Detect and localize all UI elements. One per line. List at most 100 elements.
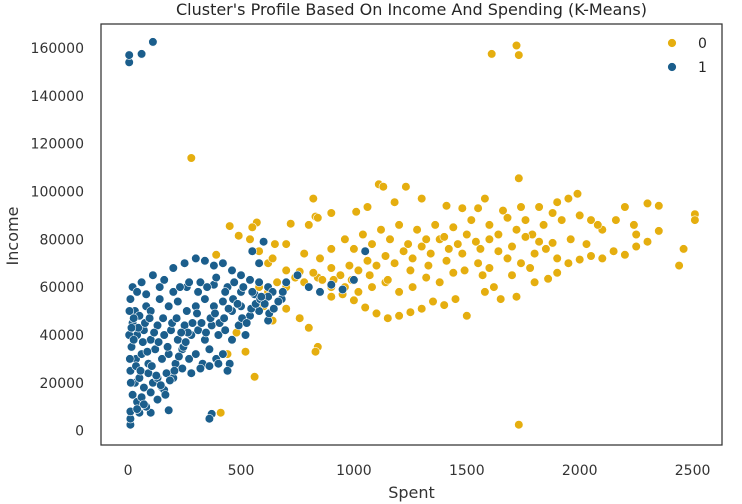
point-0-2 xyxy=(511,40,522,51)
point-0-41 xyxy=(313,213,323,223)
point-0-87 xyxy=(534,237,544,247)
point-1-10 xyxy=(204,414,214,424)
point-0-28 xyxy=(473,203,483,213)
point-1-16 xyxy=(180,258,190,268)
point-0-148 xyxy=(376,225,386,235)
point-0-92 xyxy=(471,237,481,247)
point-1-19 xyxy=(209,261,219,271)
point-1-137 xyxy=(169,366,179,376)
point-1-171 xyxy=(145,313,155,323)
point-1-133 xyxy=(151,371,161,381)
point-0-74 xyxy=(543,274,553,284)
point-0-123 xyxy=(552,253,562,263)
point-0-16 xyxy=(620,202,630,212)
point-1-125 xyxy=(155,282,165,292)
point-1-114 xyxy=(349,275,359,285)
point-1-110 xyxy=(304,282,314,292)
point-0-26 xyxy=(498,206,508,216)
point-0-12 xyxy=(654,201,664,211)
point-0-71 xyxy=(496,294,506,304)
point-1-172 xyxy=(149,328,159,338)
point-0-48 xyxy=(234,231,244,241)
point-0-183 xyxy=(365,270,375,280)
point-1-18 xyxy=(200,256,210,266)
point-0-19 xyxy=(572,189,583,199)
point-1-138 xyxy=(174,351,184,362)
point-1-65 xyxy=(240,330,251,340)
point-1-111 xyxy=(315,287,325,297)
point-1-37 xyxy=(173,296,183,307)
point-0-170 xyxy=(475,244,486,254)
y-tick-label: 60000 xyxy=(39,280,84,296)
points-layer xyxy=(124,37,700,430)
point-1-126 xyxy=(141,289,151,299)
point-0-141 xyxy=(281,304,291,314)
point-0-14 xyxy=(642,198,653,208)
point-1-108 xyxy=(281,277,291,287)
point-0-174 xyxy=(299,249,309,259)
point-1-42 xyxy=(218,296,228,307)
point-1-115 xyxy=(360,246,370,256)
point-0-106 xyxy=(344,261,355,271)
point-0-75 xyxy=(552,268,562,278)
point-0-37 xyxy=(351,207,361,217)
point-1-104 xyxy=(139,399,149,409)
point-0-30 xyxy=(441,201,452,211)
point-0-46 xyxy=(247,222,257,232)
point-1-132 xyxy=(147,361,157,371)
point-1-107 xyxy=(204,361,214,371)
point-0-107 xyxy=(335,270,346,280)
point-0-177 xyxy=(405,265,416,276)
y-tick-labels: 0 20000 40000 60000 80000 100000 120000 140000 1… xyxy=(31,41,84,440)
point-1-128 xyxy=(129,313,139,323)
point-0-9 xyxy=(690,215,700,225)
point-0-186 xyxy=(507,270,517,280)
point-1-127 xyxy=(132,287,142,297)
point-0-88 xyxy=(520,232,531,242)
point-0-108 xyxy=(326,263,336,273)
point-0-36 xyxy=(362,202,373,212)
point-1-181 xyxy=(184,277,194,287)
point-0-171 xyxy=(493,229,504,240)
point-1-164 xyxy=(126,378,136,388)
chart-title: Cluster's Profile Based On Income And Sp… xyxy=(176,0,647,19)
point-1-113 xyxy=(338,284,348,295)
point-0-34 xyxy=(378,182,388,192)
point-0-160 xyxy=(593,220,603,230)
point-0-100 xyxy=(399,246,409,256)
y-tick-label: 80000 xyxy=(39,232,84,248)
y-tick-label: 40000 xyxy=(39,328,84,344)
point-0-39 xyxy=(308,194,318,204)
point-1-76 xyxy=(191,349,201,359)
point-0-70 xyxy=(489,282,499,292)
point-1-163 xyxy=(125,354,135,364)
point-1-109 xyxy=(292,270,303,280)
y-tick-label: 120000 xyxy=(31,137,84,153)
point-1-8 xyxy=(164,405,174,415)
point-0-182 xyxy=(383,275,393,285)
point-1-161 xyxy=(278,287,288,297)
y-axis-title: Income xyxy=(3,207,22,266)
point-0-126 xyxy=(421,273,431,283)
point-1-20 xyxy=(218,258,228,268)
point-1-62 xyxy=(220,325,230,335)
point-1-12 xyxy=(137,277,147,287)
point-0-159 xyxy=(575,210,585,220)
point-0-10 xyxy=(678,244,689,254)
point-1-135 xyxy=(160,390,170,400)
point-0-120 xyxy=(516,258,526,268)
point-1-93 xyxy=(186,368,196,378)
point-0-181 xyxy=(478,270,488,280)
point-0-43 xyxy=(286,219,296,229)
point-0-65 xyxy=(428,296,438,307)
point-0-118 xyxy=(484,263,495,273)
point-1-179 xyxy=(181,337,191,347)
point-1-24 xyxy=(254,277,264,287)
series-1 xyxy=(124,37,370,430)
point-0-127 xyxy=(408,282,418,292)
x-tick-label: 0 xyxy=(124,463,133,479)
series-0 xyxy=(186,40,700,430)
point-0-142 xyxy=(295,313,305,323)
point-1-92 xyxy=(177,363,187,374)
point-0-35 xyxy=(390,197,400,207)
